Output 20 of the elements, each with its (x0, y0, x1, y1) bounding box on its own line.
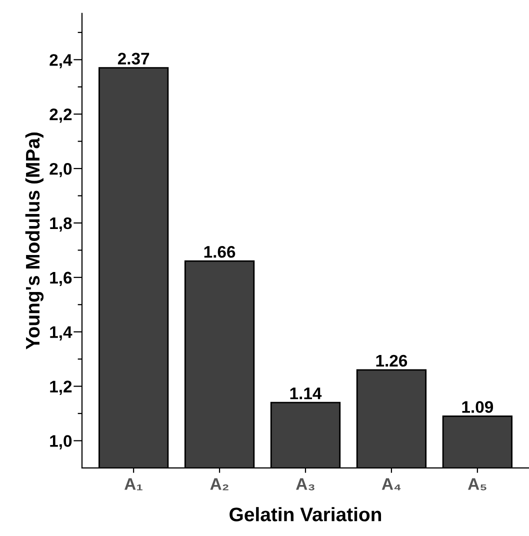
data-label: 1.09 (462, 401, 494, 413)
x-axis-title: Gelatin Variation (230, 507, 382, 522)
y-axis-title: Young's Modulus (MPa) (25, 132, 44, 350)
x-tick-label: A₄ (382, 478, 401, 490)
y-tick-label: 1,2 (50, 380, 72, 395)
x-tick-label: A₁ (124, 478, 142, 490)
x-tick-label: A₂ (210, 478, 228, 490)
y-tick-label: 1,4 (50, 326, 72, 340)
y-tick-label: 2,4 (50, 54, 72, 68)
data-label: 1.66 (204, 246, 236, 258)
x-tick-label: A₃ (296, 478, 314, 490)
y-tick-label: 2,0 (50, 162, 72, 178)
y-tick-label: 2,2 (50, 108, 72, 123)
y-tick-label: 1,6 (50, 272, 72, 286)
data-label: 1.14 (290, 388, 322, 400)
x-tick-label: A₅ (468, 478, 486, 490)
data-label: 1.26 (376, 354, 408, 367)
data-label: 2.37 (118, 52, 150, 65)
y-tick-label: 1,0 (50, 435, 72, 450)
y-tick-label: 1,8 (50, 217, 72, 232)
